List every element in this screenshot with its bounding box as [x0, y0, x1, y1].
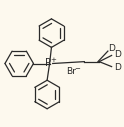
Text: −: − [74, 66, 80, 72]
Text: P: P [45, 58, 51, 68]
Text: D: D [108, 44, 115, 53]
Text: D: D [114, 63, 121, 72]
Text: Br: Br [66, 67, 76, 76]
Text: +: + [50, 57, 56, 62]
Text: D: D [114, 50, 121, 59]
